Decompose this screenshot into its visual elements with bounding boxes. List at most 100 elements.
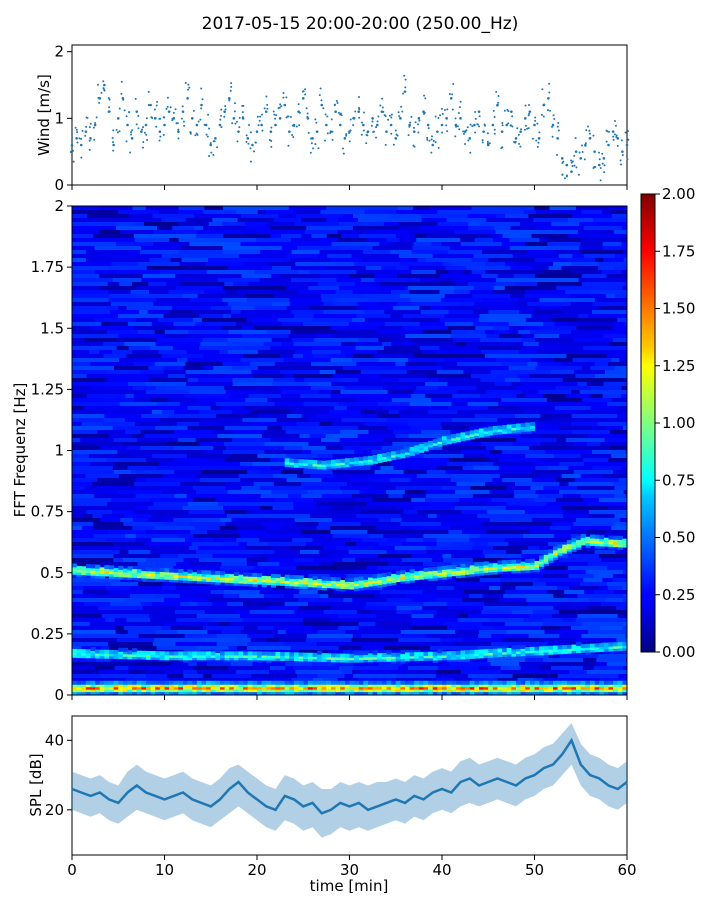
spectrogram-band-cell [608, 680, 614, 685]
spectrogram-band-cell [321, 586, 327, 591]
spectrogram-cell [72, 438, 82, 442]
spectrogram-band-cell [331, 658, 337, 663]
spectrogram-x-ticks [71, 695, 628, 700]
spectrogram-cell [313, 678, 324, 682]
spectrogram-cell [203, 626, 245, 630]
spectrogram-band-cell [247, 651, 253, 656]
spectrogram-band-cell [437, 440, 443, 445]
spectrogram-cell [518, 306, 540, 310]
wind-point [265, 95, 268, 98]
wind-point [395, 133, 398, 136]
spectrogram-band-cell [303, 585, 309, 590]
spectrogram-cell [102, 514, 125, 518]
wind-point [268, 138, 271, 141]
wind-point [280, 105, 283, 108]
spectrogram-cell [364, 210, 398, 214]
spectrogram-cell [72, 574, 104, 578]
wind-point [245, 140, 248, 143]
spectrogram-cell [260, 494, 290, 498]
spectrogram-cell [325, 266, 367, 270]
spectrogram-cell [596, 662, 608, 666]
spectrogram-cell [551, 614, 579, 618]
wind-point [537, 141, 540, 144]
spectrogram-band-cell [247, 577, 253, 582]
wind-point [220, 108, 223, 111]
spectrogram-cell [567, 598, 590, 602]
spectrogram-cell [192, 486, 227, 490]
spectrogram-cell [452, 394, 482, 398]
spectrogram-cell [532, 470, 575, 474]
spectrogram-band-cell [141, 569, 147, 574]
spectrogram-cell [286, 478, 323, 482]
spectrogram-band-cell [118, 650, 124, 655]
spectrogram-band-cell [95, 690, 101, 695]
spectrogram-band-cell [270, 654, 277, 659]
spectrogram-band-cell [539, 646, 545, 651]
spl-xtick-label: 40 [432, 861, 451, 879]
spectrogram-cell [436, 586, 456, 590]
spectrogram-cell [358, 338, 380, 342]
wind-point [371, 117, 374, 120]
spectrogram-cell [340, 430, 370, 434]
spectrogram-cell [440, 638, 453, 642]
spectrogram-cell [332, 374, 381, 378]
spectrogram-cell [601, 558, 627, 562]
wind-point [345, 134, 348, 137]
spectrogram-cell [319, 274, 342, 278]
wind-point [184, 82, 187, 85]
spectrogram-cell [526, 206, 536, 210]
spectrogram-band-cell [405, 579, 411, 584]
spectrogram-band-cell [571, 547, 577, 552]
spectrogram-band-cell [294, 680, 300, 685]
spectrogram-band-cell [506, 650, 512, 655]
spectrogram-cell [159, 210, 180, 214]
spectrogram-cell [510, 294, 526, 298]
spectrogram-band-cell [335, 461, 341, 466]
wind-point [72, 160, 75, 163]
spectrogram-band-cell [303, 464, 309, 469]
spectrogram-band-cell [368, 577, 374, 582]
spectrogram-cell [155, 630, 178, 634]
spectrogram-cell [531, 518, 577, 522]
spectrogram-band-cell [270, 680, 277, 685]
spectrogram-cell [260, 250, 293, 254]
spectrogram-band-cell [479, 649, 485, 654]
spectrogram-band-cell [164, 688, 170, 693]
spectrogram-band-cell [187, 656, 193, 661]
spectrogram-cell [161, 586, 178, 590]
spectrogram-cell [517, 678, 535, 682]
spectrogram-cell [596, 658, 627, 662]
spectrogram-cell [335, 290, 354, 294]
spectrogram-cell [514, 206, 528, 210]
spectrogram-cell [377, 566, 416, 570]
spectrogram-band-cell [127, 680, 133, 685]
spectrogram-band-cell [252, 653, 258, 658]
spectrogram-cell [571, 262, 600, 266]
spectrogram-cell [99, 350, 114, 354]
spectrogram-cell [152, 602, 182, 606]
spectrogram-cell [448, 662, 492, 666]
spectrogram-band-cell [331, 579, 337, 584]
wind-point [467, 139, 470, 142]
spectrogram-band-cell [585, 544, 591, 549]
spectrogram-cell [416, 418, 454, 422]
spectrogram-cell [133, 482, 182, 486]
spectrogram-cell [156, 338, 204, 342]
wind-point [469, 151, 472, 154]
spectrogram-band-cell [150, 574, 156, 579]
spectrogram-band-cell [381, 575, 388, 580]
spectrogram-cell [132, 350, 160, 354]
spectrogram-band-cell [233, 571, 240, 576]
spectrogram-cell [409, 290, 441, 294]
spectrogram-cell [448, 270, 465, 274]
spectrogram-cell [617, 406, 627, 410]
spectrogram-band-cell [400, 654, 406, 659]
spectrogram-cell [397, 226, 422, 230]
spectrogram-band-cell [372, 459, 378, 464]
spectrogram-band-cell [566, 685, 573, 690]
spectrogram-band-cell [576, 683, 582, 688]
spectrogram-cell [542, 574, 570, 578]
spectrogram-band-cell [497, 690, 503, 695]
wind-point [125, 115, 128, 118]
spectrogram-band-cell [220, 576, 226, 581]
